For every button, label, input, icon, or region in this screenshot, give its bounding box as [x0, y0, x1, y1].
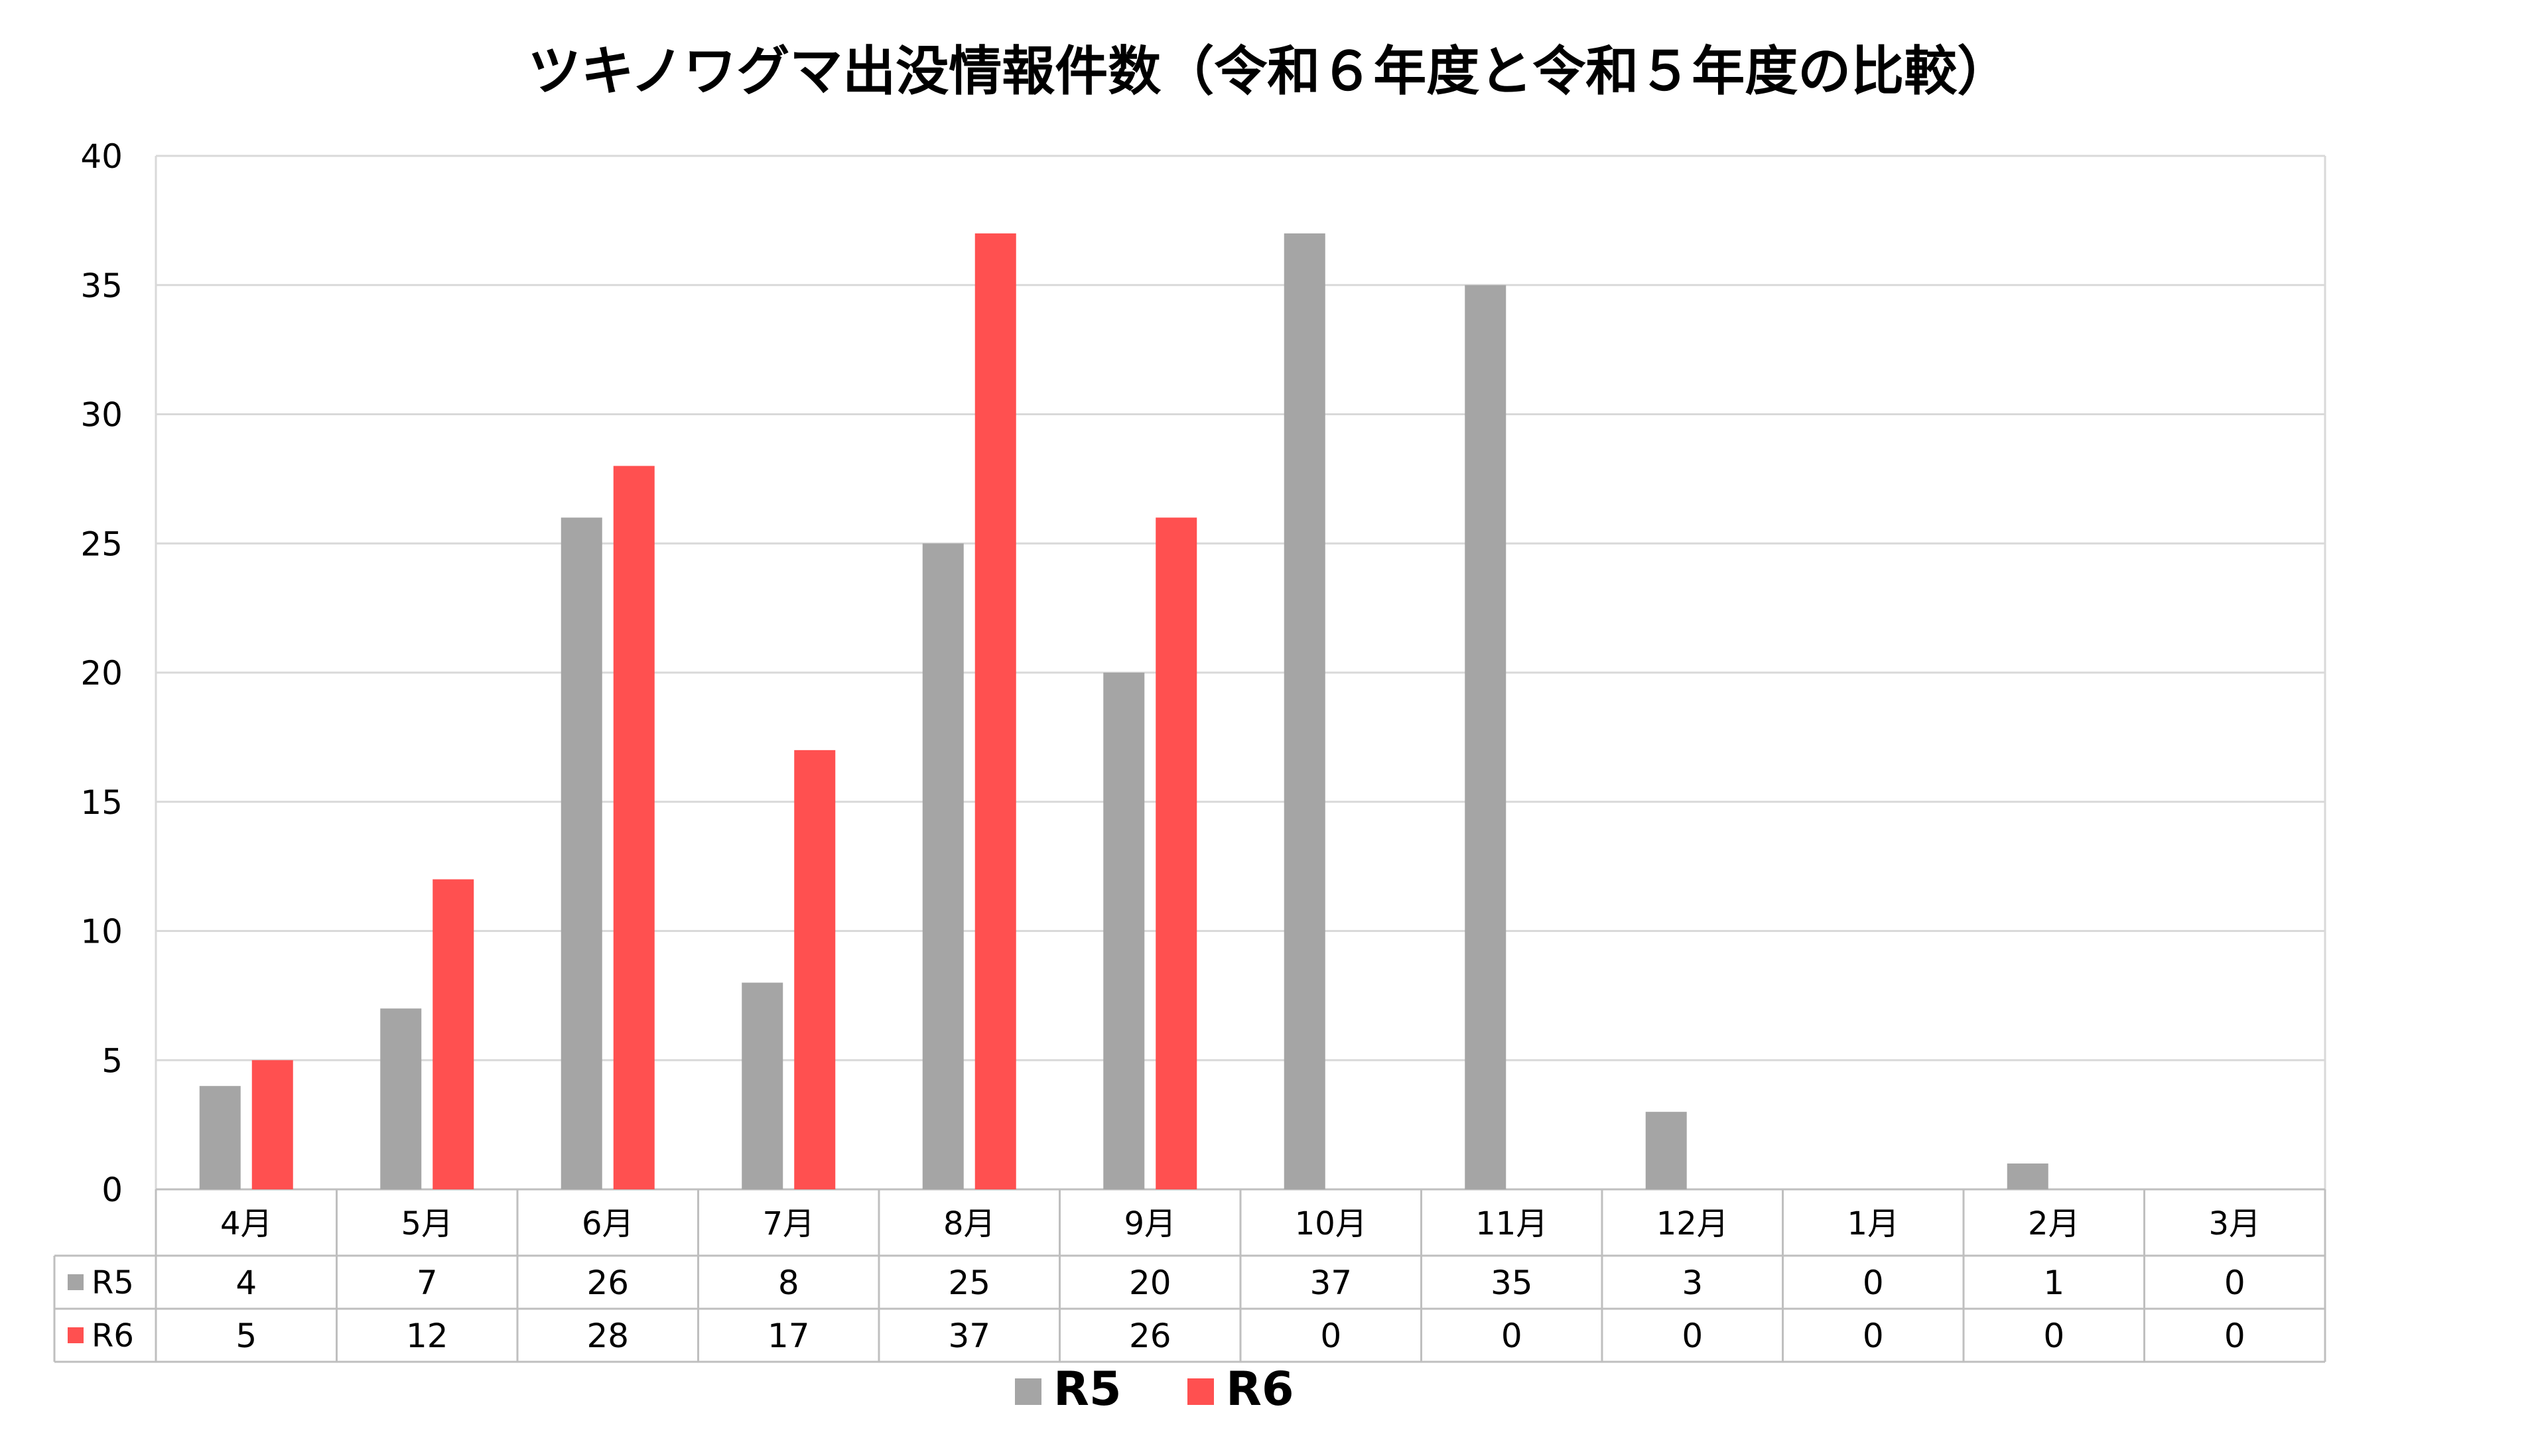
bar-r5-7: [1465, 285, 1506, 1189]
y-tick-label: 5: [101, 1041, 123, 1080]
table-cell: 26: [586, 1264, 629, 1302]
y-axis-ticks: 0 5 10 15 20 25 30 35 40: [80, 137, 123, 1209]
table-legend-key: [68, 1274, 84, 1290]
x-tick-label: 10月: [1295, 1205, 1367, 1242]
bar-r5-3: [742, 982, 783, 1189]
table-cell: 0: [1863, 1317, 1884, 1355]
x-tick-label: 4月: [220, 1205, 273, 1242]
table-cell: 3: [1682, 1264, 1703, 1302]
x-tick-label: 7月: [762, 1205, 815, 1242]
bar-r5-8: [1645, 1112, 1687, 1189]
bar-r6-5: [1156, 517, 1197, 1189]
table-cell: 0: [1682, 1317, 1703, 1355]
bar-r5-0: [199, 1086, 241, 1189]
table-cell: 0: [1320, 1317, 1341, 1355]
table-cell: 5: [235, 1317, 257, 1355]
table-cell: 1: [2043, 1264, 2064, 1302]
table-legend-key: [68, 1327, 84, 1343]
y-tick-label: 30: [80, 396, 123, 434]
table-cell: 0: [2043, 1317, 2064, 1355]
bars: [199, 233, 2048, 1190]
table-cell: 25: [948, 1264, 990, 1302]
bar-r5-1: [380, 1008, 422, 1189]
table-cell: 0: [1501, 1317, 1522, 1355]
x-tick-label: 11月: [1475, 1205, 1548, 1242]
data-table: 4月 5月 6月 7月 8月 9月 10月 11月 12月 1月 2月 3月 R5 4 7 26 8 25 20 37…: [53, 1189, 2326, 1363]
table-cell: 26: [1129, 1317, 1171, 1355]
x-tick-label: 5月: [401, 1205, 453, 1242]
y-tick-label: 20: [80, 654, 123, 693]
table-cell: 17: [768, 1317, 810, 1355]
bar-r6-4: [974, 233, 1016, 1190]
table-cell: 20: [1129, 1264, 1171, 1302]
table-cell: 35: [1491, 1264, 1533, 1302]
bar-r5-10: [2007, 1163, 2048, 1189]
table-cell: 12: [406, 1317, 448, 1355]
bar-r6-2: [613, 466, 655, 1189]
y-tick-label: 35: [80, 267, 123, 305]
x-tick-label: 6月: [582, 1205, 634, 1242]
y-tick-label: 15: [80, 783, 123, 822]
x-tick-label: 8月: [943, 1205, 996, 1242]
x-tick-label: 9月: [1124, 1205, 1176, 1242]
bar-r5-2: [561, 517, 602, 1189]
legend: R5 R6: [1015, 1362, 1294, 1416]
y-tick-label: 25: [80, 525, 123, 563]
bar-r5-6: [1284, 233, 1325, 1190]
x-tick-label: 1月: [1847, 1205, 1899, 1242]
bar-r5-5: [1103, 673, 1145, 1189]
y-tick-label: 40: [80, 137, 123, 176]
table-cell: 37: [1309, 1264, 1352, 1302]
table-row-label: R6: [92, 1317, 134, 1355]
legend-swatch-r5: [1015, 1378, 1041, 1405]
table-row-label: R5: [92, 1264, 134, 1301]
legend-label-r5: R5: [1053, 1362, 1122, 1416]
bar-r6-1: [433, 879, 474, 1189]
legend-label-r6: R6: [1226, 1362, 1294, 1416]
bar-r6-0: [251, 1060, 293, 1189]
table-cell: 0: [1863, 1264, 1884, 1302]
table-cell: 0: [2224, 1264, 2245, 1302]
x-tick-label: 3月: [2208, 1205, 2261, 1242]
table-cell: 37: [948, 1317, 990, 1355]
table-cell: 4: [235, 1264, 257, 1302]
legend-swatch-r6: [1187, 1378, 1214, 1405]
bar-r5-4: [922, 543, 964, 1189]
table-cell: 0: [2224, 1317, 2245, 1355]
table-cell: 8: [778, 1264, 799, 1302]
y-tick-label: 0: [101, 1171, 123, 1209]
gridlines: [155, 155, 2326, 1362]
bar-r6-3: [794, 750, 836, 1189]
table-cell: 28: [586, 1317, 629, 1355]
x-tick-label: 12月: [1656, 1205, 1729, 1242]
y-tick-label: 10: [80, 913, 123, 951]
table-cell: 7: [417, 1264, 438, 1302]
x-tick-label: 2月: [2028, 1205, 2080, 1242]
chart-title: ツキノワグマ出没情報件数（令和６年度と令和５年度の比較）: [528, 40, 2010, 102]
